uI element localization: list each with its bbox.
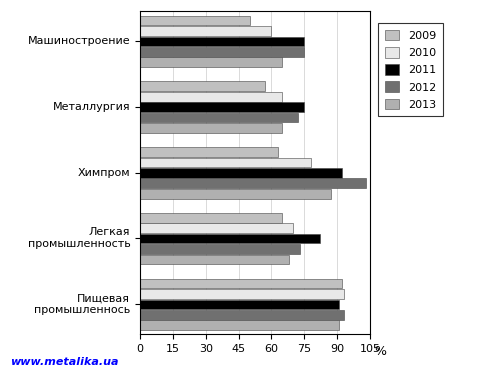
Bar — [140, 255, 289, 265]
Bar — [140, 26, 272, 36]
Bar — [140, 102, 304, 112]
Bar — [140, 289, 344, 299]
Bar — [140, 321, 340, 330]
Bar — [140, 178, 366, 188]
Bar — [140, 244, 300, 254]
Bar — [140, 168, 342, 178]
Text: www.metalika.ua: www.metalika.ua — [10, 357, 118, 367]
Bar — [140, 16, 250, 25]
Text: %: % — [374, 345, 386, 358]
Bar — [140, 36, 304, 46]
Bar — [140, 279, 342, 288]
Bar — [140, 158, 311, 167]
Bar — [140, 310, 344, 320]
Bar — [140, 223, 294, 233]
Bar — [140, 47, 304, 57]
Bar — [140, 92, 282, 102]
Bar — [140, 147, 278, 157]
Bar — [140, 213, 282, 223]
Bar — [140, 123, 282, 133]
Bar — [140, 299, 340, 309]
Bar — [140, 58, 282, 67]
Bar — [140, 81, 265, 91]
Bar — [140, 189, 330, 198]
Bar — [140, 113, 298, 122]
Legend: 2009, 2010, 2011, 2012, 2013: 2009, 2010, 2011, 2012, 2013 — [378, 23, 443, 116]
Bar — [140, 234, 320, 243]
